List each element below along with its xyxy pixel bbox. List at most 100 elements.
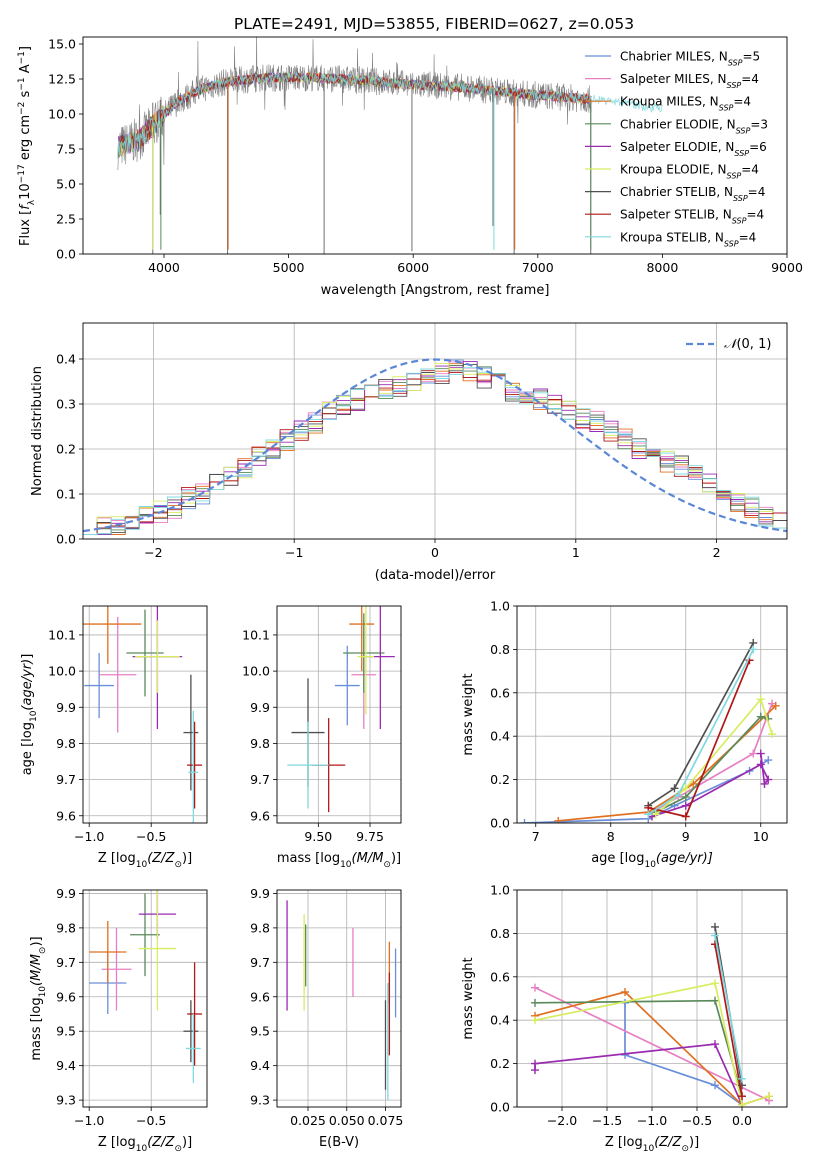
y-tick-label: 7.5 [56,142,76,157]
y-tick-label: 0.0 [56,532,76,547]
x-tick-label: 9.75 [356,829,384,844]
weight-marker [674,790,683,799]
y-tick-label: 0.0 [56,247,76,262]
x-tick-label: −1.0 [74,1113,104,1128]
plot-area [531,922,773,1107]
y-axis-label: mass weight [461,957,476,1039]
legend-label: Salpeter MILES, NSSP=4 [620,72,759,90]
gaussian-curve [83,358,787,533]
axes-frame [82,889,208,1108]
x-tick-label: −1.5 [592,1113,622,1128]
y-axis-label: mass [log10(M/M⊙)] [29,936,48,1060]
y-tick-label: 9.4 [250,1058,270,1073]
weight-line [651,753,770,818]
y-tick-label: 9.7 [56,772,76,787]
x-tick-label: 9000 [771,260,803,275]
x-tick-label: −0.5 [682,1113,712,1128]
plot-area [287,606,395,813]
x-tick-label: 6000 [397,260,429,275]
axes-weight_vs_age: 7 8 9 10 0.0 0.2 0.4 0.6 0.8 1.0 age [log10(age/yr… [461,599,788,870]
weight-marker [554,816,563,823]
y-tick-label: 0.0 [490,1100,510,1115]
y-tick-label: 9.9 [250,886,270,901]
weight-marker [670,784,679,793]
y-tick-label: 1.0 [490,599,510,614]
weight-line [714,944,743,1097]
y-tick-label: 9.7 [56,955,76,970]
x-tick-label: 0.050 [329,1113,365,1128]
x-tick-label: 0 [431,545,439,560]
weight-line [714,935,743,1079]
weight-marker [711,922,719,931]
axes-frame [516,605,788,824]
x-tick-label: −1.0 [74,829,104,844]
weight-line [647,703,773,816]
weight-line [648,659,751,818]
x-tick-label: 8 [607,829,615,844]
weight-marker [764,756,773,765]
weight-marker [756,760,765,769]
y-tick-label: 9.7 [250,955,270,970]
legend-label: Kroupa STELIB, NSSP=4 [620,230,756,248]
weight-line [655,715,769,813]
y-tick-label: 2.5 [56,212,76,227]
y-tick-label: 9.9 [56,886,76,901]
weight-marker [738,1092,746,1101]
weight-marker [738,1074,746,1083]
weight-marker [711,931,719,940]
weight-marker [756,712,765,721]
y-tick-label: 9.8 [250,920,270,935]
weight-marker [520,819,529,823]
weight-line [534,982,770,1106]
weight-line [647,649,755,816]
y-tick-label: 10.1 [242,627,270,642]
x-tick-label: 9 [682,829,690,844]
x-tick-label: −2 [144,545,162,560]
y-tick-label: 0.8 [490,926,510,941]
weight-marker [756,695,765,704]
y-tick-label: 0.2 [56,442,76,457]
x-tick-label: 5000 [273,260,305,275]
y-tick-label: 0.1 [56,487,76,502]
y-tick-label: 9.3 [250,1093,270,1108]
axes-frame [516,889,788,1108]
y-axis-label: Normed distribution [30,366,45,496]
y-tick-label: 10.0 [48,107,76,122]
x-tick-label: 10 [753,829,769,844]
x-tick-label: 1 [572,545,580,560]
weight-marker [531,983,539,992]
legend-label: Kroupa ELODIE, NSSP=4 [620,163,759,181]
y-tick-label: 0.8 [490,642,510,657]
legend: Chabrier MILES, NSSP=5 Salpeter MILES, NS… [585,50,768,248]
weight-marker [765,1092,773,1101]
legend-label: Chabrier ELODIE, NSSP=3 [620,117,768,135]
y-tick-label: 0.6 [490,969,510,984]
weight-marker [681,784,690,793]
weight-marker [749,749,758,758]
axes-mass_vs_Z: −1.0 −0.5 9.3 9.4 9.5 9.6 9.7 9.8 9.9 Z [log10(Z/… [29,886,208,1154]
y-tick-label: 10.1 [48,627,76,642]
weight-marker [621,987,629,996]
weight-marker [711,940,719,949]
y-tick-label: 9.9 [250,700,270,715]
x-tick-label: −0.5 [136,829,166,844]
x-axis-label: Z [log10(Z/Z⊙)] [98,851,192,870]
axes-age_vs_Z: −1.0 −0.5 9.6 9.7 9.8 9.9 10.0 10.1 Z [log10(Z/Z… [20,605,208,870]
weight-marker [771,701,780,710]
x-tick-label: 7 [532,829,540,844]
weight-marker [711,1040,719,1049]
weight-marker [760,779,769,788]
weight-marker [531,998,539,1007]
y-tick-label: 0.4 [490,729,510,744]
y-tick-label: 9.4 [56,1058,76,1073]
histogram-series [83,367,787,535]
axes-age_vs_mass: 9.50 9.75 9.6 9.7 9.8 9.9 10.0 10.1 mass [log10(… [242,605,402,870]
y-axis-label: age [log10(age/yr)] [20,654,39,776]
x-tick-label: 2 [713,545,721,560]
y-tick-label: 10.0 [242,664,270,679]
weight-marker [681,792,690,801]
plot-area [286,900,397,1101]
y-tick-label: 9.8 [56,920,76,935]
x-tick-label: −1.0 [637,1113,667,1128]
